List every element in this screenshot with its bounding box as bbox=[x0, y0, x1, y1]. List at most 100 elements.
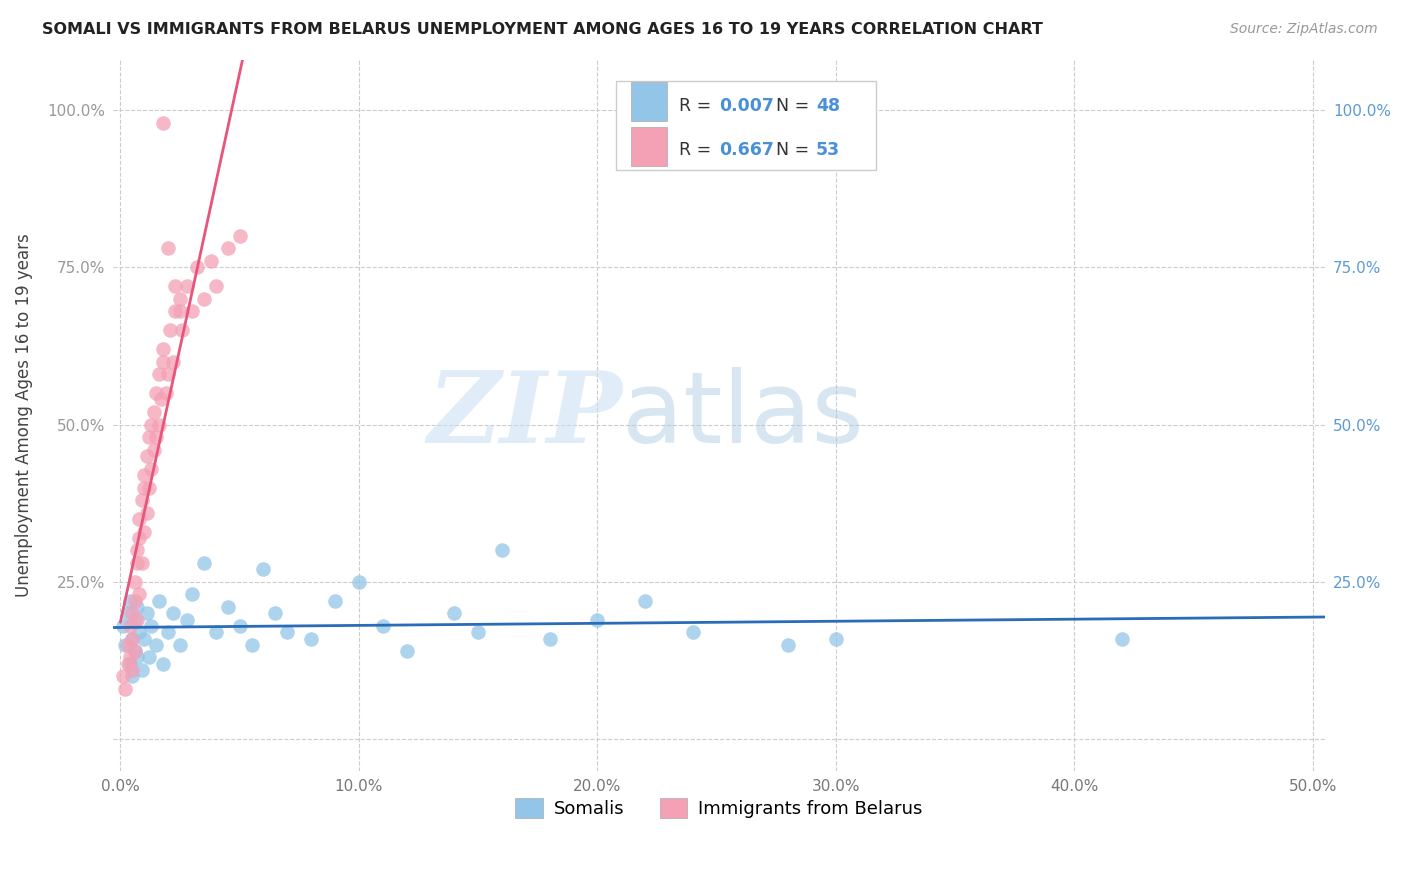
Point bbox=[128, 587, 150, 601]
Point bbox=[193, 556, 215, 570]
Point bbox=[1111, 632, 1133, 646]
Point bbox=[443, 607, 465, 621]
Bar bbox=[630, 127, 666, 166]
Text: 0.007: 0.007 bbox=[718, 97, 773, 115]
Point bbox=[111, 669, 134, 683]
Point bbox=[114, 638, 136, 652]
Point bbox=[141, 619, 163, 633]
Point bbox=[395, 644, 418, 658]
Point bbox=[169, 638, 191, 652]
Point bbox=[134, 481, 156, 495]
Point bbox=[200, 254, 222, 268]
Point bbox=[204, 279, 226, 293]
Point bbox=[159, 323, 181, 337]
Point bbox=[135, 607, 157, 621]
Point bbox=[131, 556, 153, 570]
Point bbox=[125, 613, 148, 627]
FancyBboxPatch shape bbox=[616, 81, 876, 169]
Point bbox=[162, 354, 184, 368]
Point bbox=[124, 613, 146, 627]
Point bbox=[193, 292, 215, 306]
Point bbox=[125, 543, 148, 558]
Point bbox=[141, 461, 163, 475]
Point bbox=[114, 681, 136, 696]
Point bbox=[131, 663, 153, 677]
Point bbox=[134, 467, 156, 482]
Point bbox=[117, 657, 139, 671]
Point bbox=[121, 663, 143, 677]
Point bbox=[634, 594, 657, 608]
Point bbox=[128, 512, 150, 526]
Point bbox=[240, 638, 263, 652]
Point bbox=[682, 625, 704, 640]
Point bbox=[131, 493, 153, 508]
Point bbox=[165, 304, 187, 318]
Point bbox=[121, 669, 143, 683]
Text: 53: 53 bbox=[815, 141, 839, 160]
Point bbox=[172, 323, 194, 337]
Point bbox=[169, 304, 191, 318]
Text: SOMALI VS IMMIGRANTS FROM BELARUS UNEMPLOYMENT AMONG AGES 16 TO 19 YEARS CORRELA: SOMALI VS IMMIGRANTS FROM BELARUS UNEMPL… bbox=[42, 22, 1043, 37]
Point bbox=[824, 632, 846, 646]
Point bbox=[125, 556, 148, 570]
Point bbox=[118, 650, 141, 665]
Point bbox=[152, 657, 174, 671]
Point bbox=[180, 304, 202, 318]
Point bbox=[217, 600, 239, 615]
Point bbox=[117, 638, 139, 652]
Point bbox=[264, 607, 287, 621]
Point bbox=[124, 594, 146, 608]
Point bbox=[371, 619, 394, 633]
Point bbox=[128, 625, 150, 640]
Text: ZIP: ZIP bbox=[427, 367, 621, 464]
Text: 0.667: 0.667 bbox=[718, 141, 773, 160]
Point bbox=[111, 619, 134, 633]
Point bbox=[118, 619, 141, 633]
Point bbox=[124, 574, 146, 589]
Point bbox=[118, 594, 141, 608]
Point bbox=[121, 607, 143, 621]
Point bbox=[538, 632, 561, 646]
Point bbox=[228, 619, 250, 633]
Point bbox=[152, 342, 174, 356]
Text: R =: R = bbox=[679, 141, 717, 160]
Point bbox=[134, 632, 156, 646]
Point bbox=[149, 392, 172, 407]
Legend: Somalis, Immigrants from Belarus: Somalis, Immigrants from Belarus bbox=[508, 790, 929, 826]
Point bbox=[118, 657, 141, 671]
Point bbox=[148, 368, 170, 382]
Point bbox=[134, 524, 156, 539]
Text: N =: N = bbox=[776, 141, 814, 160]
Point bbox=[186, 260, 208, 275]
Point bbox=[169, 292, 191, 306]
Point bbox=[124, 644, 146, 658]
Point bbox=[323, 594, 346, 608]
Point bbox=[162, 607, 184, 621]
Text: N =: N = bbox=[776, 97, 814, 115]
Point bbox=[142, 405, 165, 419]
Point bbox=[157, 368, 180, 382]
Point bbox=[157, 625, 180, 640]
Point bbox=[155, 386, 177, 401]
Text: 48: 48 bbox=[815, 97, 839, 115]
Point bbox=[142, 442, 165, 457]
Point bbox=[204, 625, 226, 640]
Point bbox=[586, 613, 609, 627]
Text: atlas: atlas bbox=[621, 367, 863, 464]
Point bbox=[135, 449, 157, 463]
Text: R =: R = bbox=[679, 97, 717, 115]
Point bbox=[152, 115, 174, 129]
Point bbox=[467, 625, 489, 640]
Point bbox=[157, 241, 180, 255]
Point bbox=[128, 531, 150, 545]
Point bbox=[180, 587, 202, 601]
Point bbox=[138, 430, 160, 444]
Point bbox=[125, 650, 148, 665]
Point bbox=[135, 506, 157, 520]
Point bbox=[138, 650, 160, 665]
Point bbox=[138, 481, 160, 495]
Point bbox=[141, 417, 163, 432]
Point bbox=[145, 430, 167, 444]
Point bbox=[117, 607, 139, 621]
Point bbox=[276, 625, 298, 640]
